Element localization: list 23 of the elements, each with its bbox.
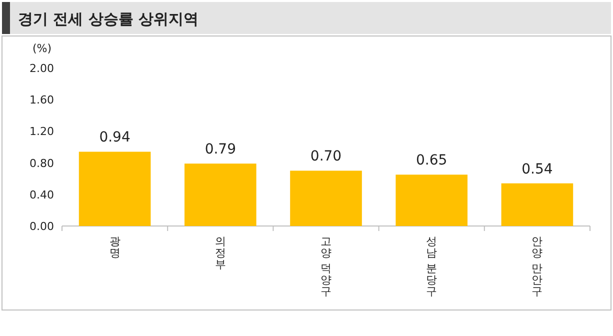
- x-tick-label: 광명: [109, 235, 120, 260]
- y-tick-label: 0.80: [30, 156, 54, 170]
- chart-title: 경기 전세 상승률 상위지역: [18, 10, 199, 28]
- bar: [78, 152, 151, 226]
- x-tick-label: 성남 분당구: [426, 235, 438, 298]
- data-label: 0.65: [416, 152, 448, 169]
- y-tick-label: 1.20: [30, 125, 54, 138]
- y-axis-title: (%): [32, 42, 52, 55]
- y-tick-label: 0.00: [30, 220, 54, 233]
- data-label: 0.79: [204, 142, 236, 158]
- bar: [501, 183, 574, 226]
- data-label: 0.94: [99, 130, 130, 146]
- data-label: 0.54: [522, 161, 553, 178]
- y-tick-label: 2.00: [30, 62, 54, 75]
- x-tick-label: 안양 만안구: [532, 235, 543, 298]
- y-tick-label: 1.60: [30, 94, 54, 107]
- y-tick-label: 0.40: [30, 188, 54, 202]
- bar: [396, 174, 468, 226]
- data-label: 0.70: [310, 148, 342, 165]
- x-tick-label: 고양 덕양구: [320, 235, 332, 298]
- bar: [290, 170, 362, 226]
- bar: [184, 164, 256, 226]
- x-tick-label: 의정부: [214, 235, 226, 271]
